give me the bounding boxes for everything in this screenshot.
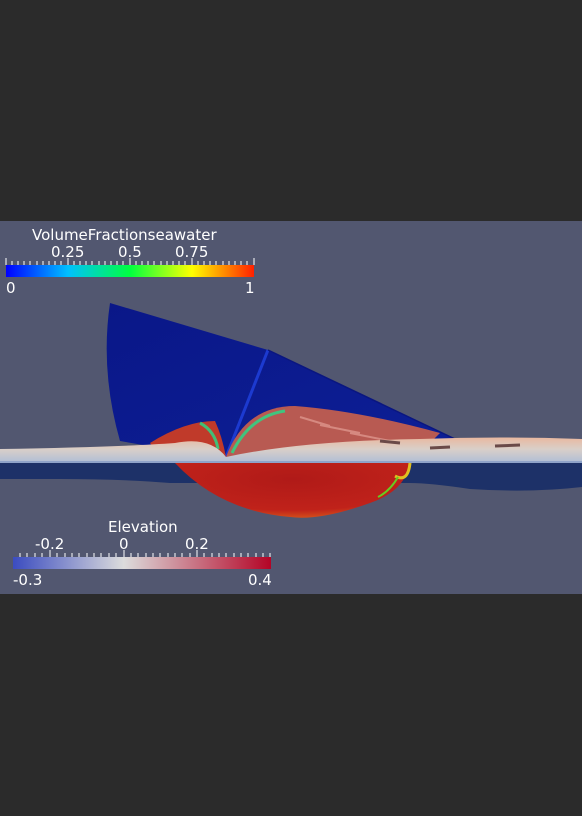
elevation-ticks bbox=[19, 550, 271, 557]
volume-fraction-tick-label: 0.5 bbox=[118, 243, 142, 261]
elevation-tick-label: -0.2 bbox=[35, 535, 65, 553]
hull-ridge-line bbox=[224, 349, 270, 458]
simulation-scene bbox=[0, 258, 582, 569]
hull-wet-surface bbox=[175, 463, 410, 518]
free-surface bbox=[0, 437, 582, 461]
elevation-title: Elevation bbox=[108, 518, 178, 536]
volume-fraction-tick-label: 0.75 bbox=[175, 243, 209, 261]
volume-fraction-title: VolumeFractionseawater bbox=[32, 226, 217, 244]
volume-fraction-ticks bbox=[5, 258, 255, 265]
render-viewport[interactable]: VolumeFractionseawater 0.25 0.5 0.75 0 1… bbox=[0, 221, 582, 594]
elevation-tick-label: 0 bbox=[119, 535, 129, 553]
volume-fraction-colorbar bbox=[6, 265, 254, 277]
elevation-tick-label: 0.2 bbox=[185, 535, 209, 553]
elevation-colorbar bbox=[13, 557, 271, 569]
volume-fraction-max-label: 1 bbox=[245, 279, 255, 297]
volume-fraction-tick-label: 0.25 bbox=[51, 243, 85, 261]
volume-fraction-min-label: 0 bbox=[6, 279, 16, 297]
elevation-max-label: 0.4 bbox=[248, 571, 272, 589]
elevation-min-label: -0.3 bbox=[13, 571, 43, 589]
